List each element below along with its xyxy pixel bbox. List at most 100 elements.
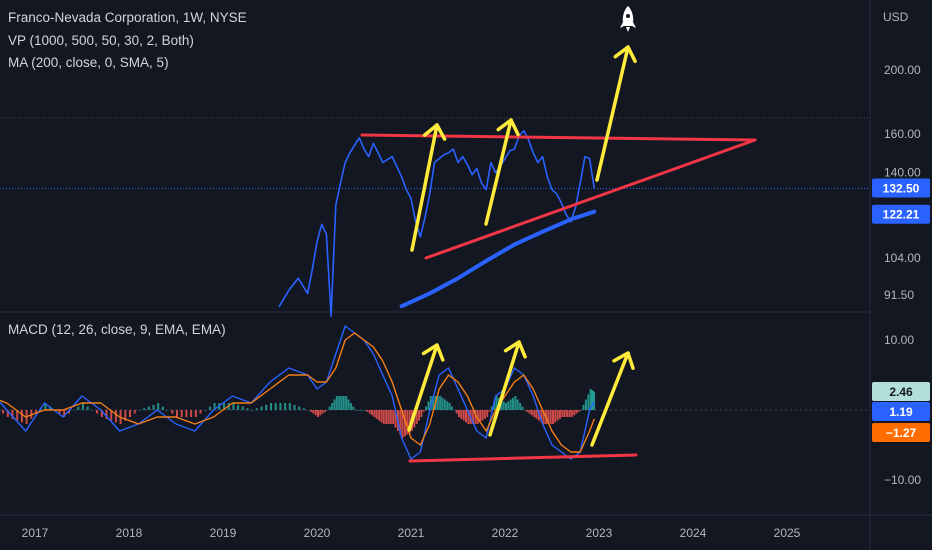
macd-histogram-bar — [310, 410, 312, 412]
macd-histogram-bar — [441, 397, 444, 411]
macd-histogram-bar — [58, 410, 61, 414]
price-tick-label: 160.00 — [884, 127, 921, 141]
macd-histogram-bar — [114, 410, 117, 423]
macd-histogram-bar — [493, 401, 496, 411]
macd-histogram-bar — [427, 401, 430, 411]
macd-histogram-bar — [387, 410, 390, 424]
macd-histogram-bar — [587, 394, 590, 411]
support-trend-line — [424, 138, 757, 260]
macd-histogram-bar — [509, 399, 512, 410]
macd-histogram-bar — [246, 408, 249, 411]
ma-value-badge: 122.21 — [872, 204, 930, 224]
price-tick-label: 104.00 — [884, 251, 921, 265]
macd-histogram-bar — [208, 406, 211, 410]
macd-histogram-bar — [352, 406, 355, 410]
macd-tick-label: 10.00 — [884, 333, 914, 347]
macd-histogram-bar — [404, 410, 406, 437]
macd-histogram-bar — [129, 410, 131, 417]
macd-histogram-bar — [580, 410, 583, 411]
macd-histogram-bar — [573, 410, 576, 416]
macd-histogram-bar — [279, 403, 282, 410]
macd-histogram-bar — [582, 404, 585, 411]
yellow-arrow — [410, 123, 447, 252]
macd-histogram-bar — [507, 401, 510, 411]
macd-histogram-bar — [375, 410, 378, 419]
svg-text:122.21: 122.21 — [883, 208, 920, 222]
macd-histogram-bar — [124, 410, 127, 421]
macd-histogram-bar — [161, 406, 164, 410]
macd-histogram-bar — [357, 410, 359, 411]
macd-histogram-bar — [307, 410, 310, 411]
macd-value-badge: 1.19 — [872, 402, 930, 421]
macd-histogram-bar — [495, 396, 498, 410]
svg-text:2.46: 2.46 — [889, 385, 913, 399]
macd-histogram-bar — [486, 410, 489, 417]
yellow-arrow — [407, 343, 445, 432]
macd-histogram-bar — [284, 403, 287, 410]
macd-histogram-bar — [204, 410, 207, 411]
macd-histogram-bar — [2, 410, 5, 414]
annotations — [360, 45, 757, 463]
macd-histogram-bar — [577, 410, 580, 412]
signal-line — [0, 332, 595, 453]
macd-histogram-bar — [185, 410, 188, 417]
macd-support-line — [408, 453, 638, 463]
macd-histogram-bar — [589, 389, 592, 410]
year-tick-label: 2024 — [680, 526, 707, 540]
macd-histogram-bar — [408, 410, 411, 433]
macd-histogram-bar — [523, 410, 526, 411]
macd-histogram-bar — [96, 410, 99, 414]
macd-histogram-bar — [451, 406, 453, 410]
legend-moving-average[interactable]: MA (200, close, 0, SMA, 5) — [8, 55, 169, 70]
macd-histogram-bar — [147, 406, 150, 410]
macd-histogram-bar — [16, 410, 19, 421]
macd-histogram-bar — [251, 410, 254, 411]
legend-symbol[interactable]: Franco-Nevada Corporation, 1W, NYSE — [8, 10, 247, 25]
macd-histogram-bar — [406, 410, 409, 435]
macd-histogram-bar — [448, 403, 451, 410]
macd-histogram-bar — [467, 410, 470, 424]
macd-histogram-bar — [389, 410, 392, 424]
macd-histogram-bar — [314, 410, 317, 416]
macd-histogram-bar — [152, 404, 155, 411]
macd-histogram-bar — [380, 410, 383, 423]
legend-volume-profile[interactable]: VP (1000, 500, 50, 30, 2, Both) — [8, 33, 194, 48]
macd-histogram-bar — [549, 410, 552, 424]
currency-label: USD — [883, 10, 909, 24]
macd-histogram-bar — [446, 401, 449, 411]
macd-histogram-bar — [317, 410, 319, 417]
macd-histogram-bar — [584, 399, 587, 410]
svg-text:1.19: 1.19 — [889, 405, 913, 419]
macd-histogram-bar — [82, 403, 84, 410]
macd-histogram-bar — [371, 410, 373, 416]
macd-histogram-bar — [91, 410, 94, 411]
macd-histogram-bar — [199, 410, 202, 414]
macd-histogram-bar — [418, 410, 420, 421]
year-tick-label: 2025 — [774, 526, 801, 540]
macd-histogram-bar — [288, 403, 291, 410]
macd-histogram-bar — [530, 410, 533, 416]
macd-histogram-bar — [519, 403, 522, 410]
macd-histogram-bar — [35, 410, 37, 414]
macd-histogram-bar — [180, 410, 183, 417]
macd-histogram-bar — [570, 410, 573, 417]
macd-histogram-bar — [241, 406, 244, 410]
macd-histogram-bar — [556, 410, 559, 421]
macd-histogram-bar — [157, 403, 160, 410]
macd-histogram-bar — [345, 396, 348, 410]
macd-histogram-bar — [575, 410, 578, 414]
macd-histogram-bar — [474, 410, 477, 424]
macd-histogram-bar — [20, 410, 23, 423]
macd-histogram-bar — [512, 397, 514, 411]
macd-histogram-bar — [176, 410, 178, 417]
macd-histogram-bar — [537, 410, 540, 421]
macd-histogram-bar — [547, 410, 550, 424]
macd-histogram-bar — [479, 410, 482, 423]
macd-histogram-bar — [342, 396, 345, 410]
macd-histogram-bar — [213, 403, 216, 410]
legend-macd[interactable]: MACD (12, 26, close, 9, EMA, EMA) — [8, 322, 226, 337]
macd-histogram-bar — [378, 410, 381, 421]
macd-histogram-bar — [420, 410, 423, 417]
macd-histogram-bar — [319, 410, 322, 416]
